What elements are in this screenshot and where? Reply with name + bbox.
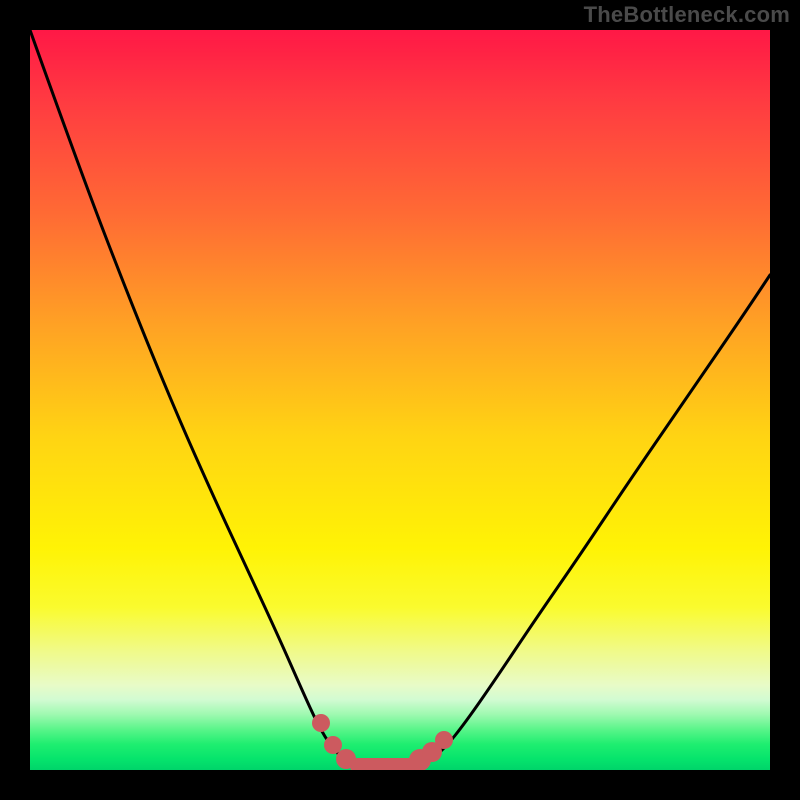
valley-dot <box>336 749 356 769</box>
valley-dot <box>324 736 342 754</box>
watermark-text: TheBottleneck.com <box>584 2 790 28</box>
chart-container: { "watermark": { "text": "TheBottleneck.… <box>0 0 800 800</box>
gradient-background <box>30 30 770 770</box>
valley-dot <box>312 714 330 732</box>
bottleneck-chart <box>0 0 800 800</box>
valley-dot <box>435 731 453 749</box>
